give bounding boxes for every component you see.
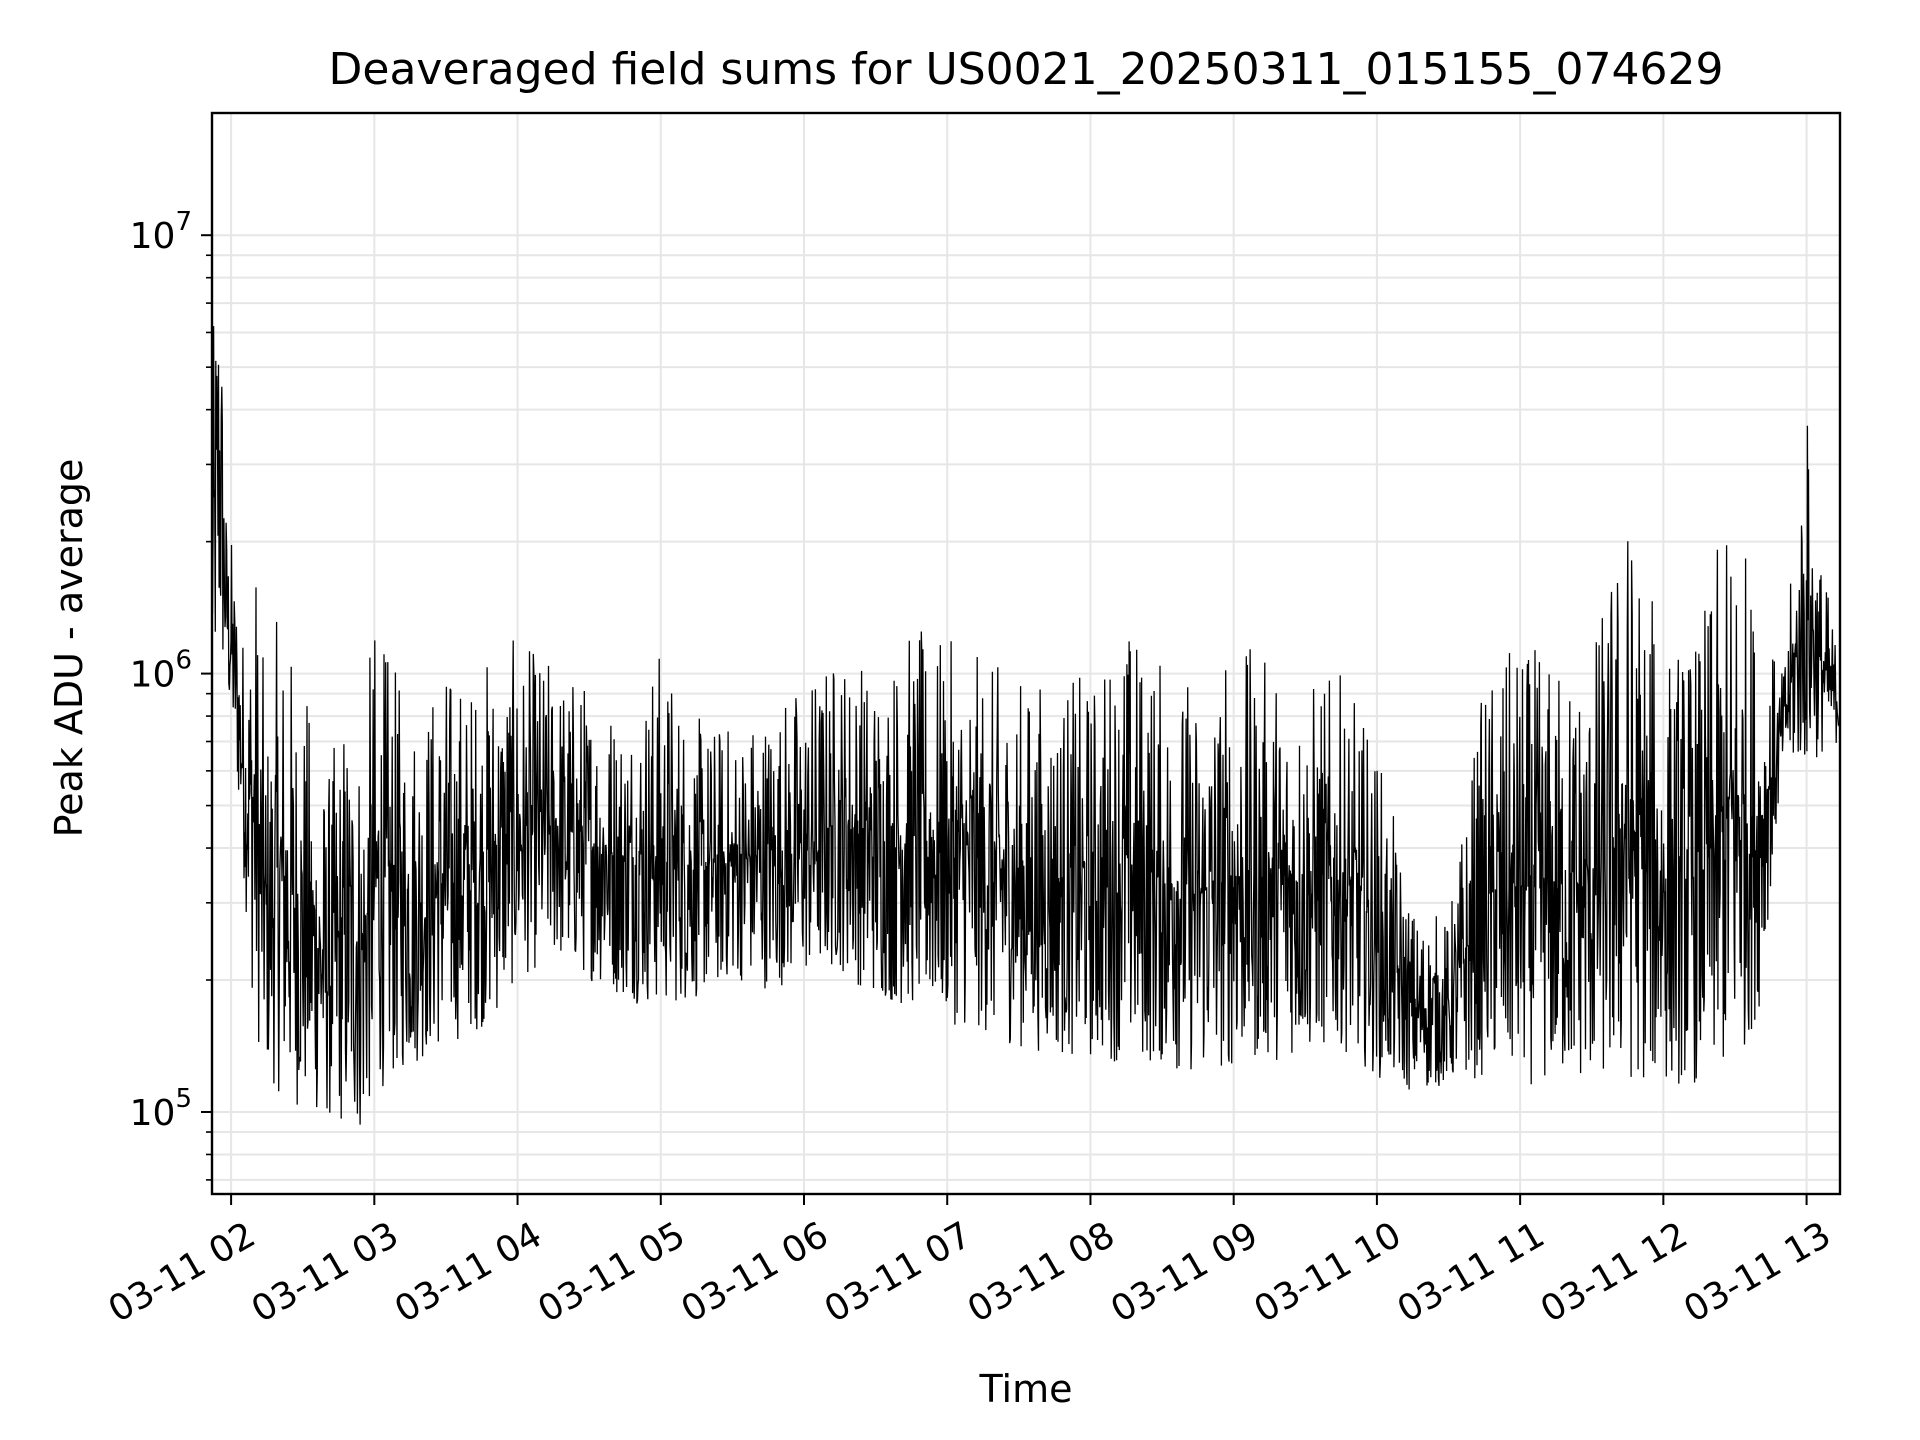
y-axis-label: Peak ADU - average: [47, 459, 91, 838]
x-axis-label: Time: [979, 1367, 1073, 1411]
y-tick-label: 106: [130, 646, 192, 696]
y-tick-label: 107: [130, 207, 192, 257]
plot-frame: [210, 111, 1842, 1196]
grid: [212, 113, 1840, 1194]
chart-title: Deaveraged field sums for US0021_2025031…: [329, 44, 1724, 95]
series-group: [211, 326, 1841, 1125]
y-tick-label: 105: [130, 1084, 192, 1134]
series-line: [211, 326, 1841, 1125]
